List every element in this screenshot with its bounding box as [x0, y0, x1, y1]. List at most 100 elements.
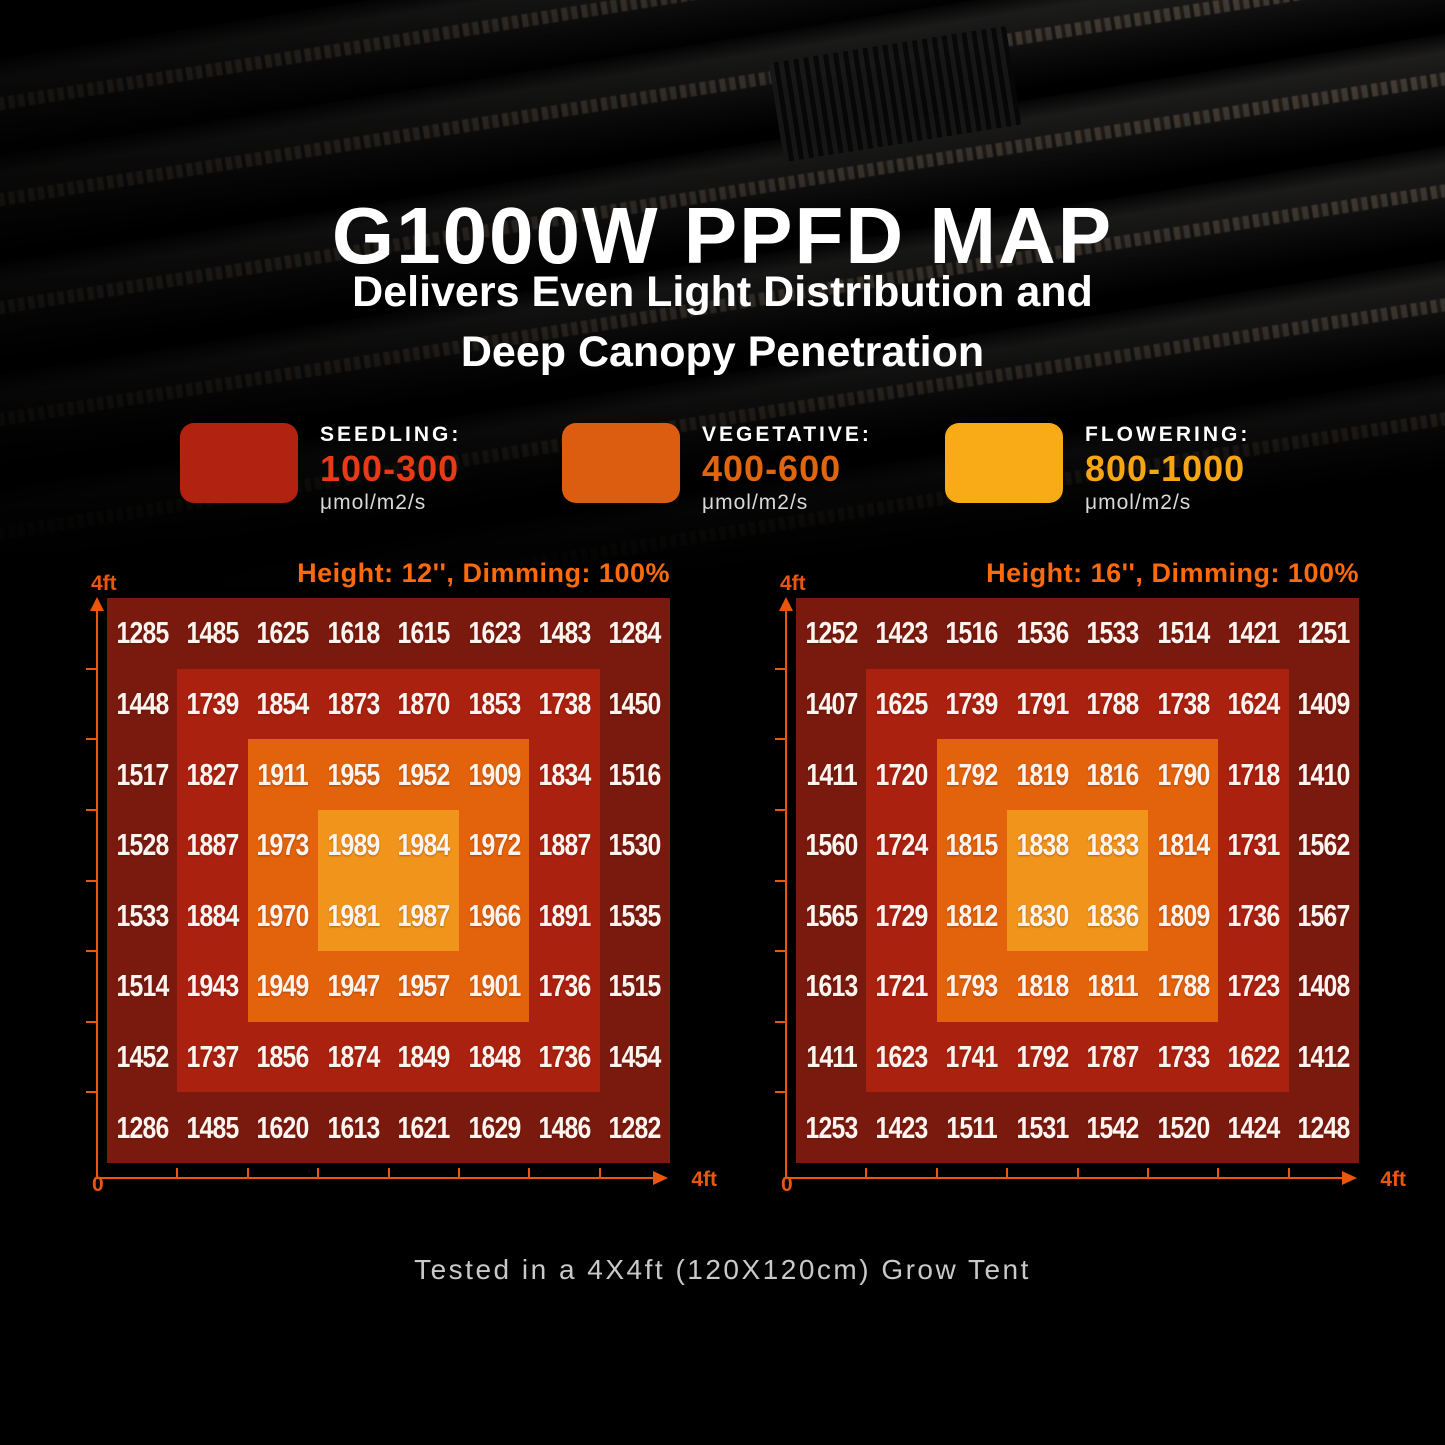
ppfd-cell: 1486	[529, 1092, 600, 1163]
y-axis-tick	[775, 950, 785, 953]
ppfd-cell: 1981	[318, 880, 389, 952]
ppfd-cell: 1943	[177, 951, 248, 1022]
ppfd-cell: 1911	[247, 739, 319, 810]
ppfd-cell: 1790	[1147, 739, 1219, 810]
ppfd-cell: 1613	[318, 1092, 389, 1163]
ppfd-cell: 1854	[247, 668, 319, 740]
x-axis-arrow-icon	[1342, 1171, 1357, 1185]
ppfd-cell: 1970	[247, 880, 319, 952]
ppfd-cell: 1848	[458, 1021, 530, 1093]
ppfd-cell: 1285	[107, 598, 178, 669]
y-axis-tick	[86, 1091, 96, 1094]
ppfd-cell: 1560	[796, 809, 867, 881]
ppfd-cell: 1407	[796, 668, 867, 740]
x-axis-origin-label: 0	[92, 1173, 104, 1196]
x-axis-max-label: 4ft	[1380, 1168, 1406, 1191]
x-axis-tick	[457, 1168, 460, 1177]
ppfd-cell: 1952	[388, 739, 459, 810]
x-axis-arrow-icon	[653, 1171, 668, 1185]
y-axis-max-label: 4ft	[91, 572, 117, 595]
ppfd-cell: 1424	[1218, 1092, 1289, 1163]
ppfd-cell: 1514	[1147, 598, 1219, 669]
y-axis-arrow-icon	[90, 597, 104, 611]
ppfd-cell: 1814	[1147, 809, 1219, 881]
x-axis-tick	[1076, 1168, 1079, 1177]
ppfd-cell: 1724	[866, 809, 937, 881]
seedling-color-swatch	[180, 423, 298, 503]
ppfd-cell: 1792	[936, 739, 1008, 810]
ppfd-cell: 1811	[1077, 951, 1148, 1022]
legend-range: 400-600	[702, 448, 842, 489]
ppfd-cell: 1741	[936, 1021, 1008, 1093]
ppfd-cell: 1818	[1007, 951, 1078, 1022]
ppfd-cell: 1721	[866, 951, 937, 1022]
y-axis-tick	[775, 879, 785, 882]
ppfd-cell: 1423	[866, 1092, 937, 1163]
ppfd-cell: 1720	[866, 739, 937, 810]
ppfd-cell: 1739	[936, 668, 1008, 740]
ppfd-cell: 1838	[1007, 809, 1078, 881]
ppfd-cell: 1410	[1288, 739, 1359, 810]
ppfd-cell: 1517	[107, 739, 178, 810]
ppfd-cell: 1248	[1288, 1092, 1359, 1163]
ppfd-cell: 1629	[458, 1092, 530, 1163]
y-axis-max-label: 4ft	[780, 572, 806, 595]
legend-range: 800-1000	[1085, 448, 1246, 489]
ppfd-cell: 1562	[1288, 809, 1359, 881]
ppfd-cell: 1533	[107, 880, 178, 952]
legend-text: FLOWERING: 800-1000 μmol/m2/s	[1085, 423, 1250, 515]
ppfd-cell: 1856	[247, 1021, 319, 1093]
ppfd-cell: 1901	[458, 951, 530, 1022]
ppfd-cell: 1788	[1147, 951, 1219, 1022]
flowering-color-swatch	[945, 423, 1063, 503]
ppfd-cell: 1282	[599, 1092, 670, 1163]
ppfd-cell: 1284	[599, 598, 670, 669]
ppfd-cell: 1853	[458, 668, 530, 740]
x-axis-tick	[598, 1168, 601, 1177]
page-subtitle: Delivers Even Light Distribution and Dee…	[0, 262, 1445, 382]
ppfd-cell: 1718	[1218, 739, 1289, 810]
ppfd-cell: 1815	[936, 809, 1008, 881]
background-fade	[0, 0, 1445, 640]
ppfd-cell: 1729	[866, 880, 937, 952]
ppfd-cell: 1450	[599, 668, 670, 740]
ppfd-cell: 1737	[177, 1021, 248, 1093]
y-axis-line	[96, 610, 98, 1179]
ppfd-cell: 1252	[796, 598, 867, 669]
ppfd-cell: 1738	[1147, 668, 1219, 740]
legend-item-flowering: FLOWERING: 800-1000 μmol/m2/s	[945, 423, 1250, 515]
ppfd-cell: 1987	[388, 880, 459, 952]
ppfd-cell: 1515	[599, 951, 670, 1022]
legend-text: SEEDLING: 100-300 μmol/m2/s	[320, 423, 461, 515]
ppfd-cell: 1809	[1147, 880, 1219, 952]
ppfd-cell: 1483	[529, 598, 600, 669]
x-axis-line	[96, 1177, 654, 1179]
ppfd-cell: 1565	[796, 880, 867, 952]
ppfd-cell: 1530	[599, 809, 670, 881]
y-axis-tick	[86, 879, 96, 882]
y-axis-arrow-icon	[779, 597, 793, 611]
chart-header-12in: Height: 12'', Dimming: 100%	[297, 558, 670, 588]
y-axis-tick	[775, 1020, 785, 1023]
x-axis-tick	[317, 1168, 320, 1177]
ppfd-heatmap-16in: Height: 16'', Dimming: 100% 4ft 0 4ft 12…	[775, 558, 1406, 1196]
chart-header-16in: Height: 16'', Dimming: 100%	[986, 558, 1359, 588]
ppfd-cell: 1516	[936, 598, 1008, 669]
ppfd-cell: 1909	[458, 739, 530, 810]
x-axis-tick	[387, 1168, 390, 1177]
ppfd-cell: 1827	[177, 739, 248, 810]
x-axis-tick	[1217, 1168, 1220, 1177]
ppfd-cell: 1873	[318, 668, 389, 740]
ppfd-cell: 1788	[1077, 668, 1148, 740]
ppfd-heatmap-12in: Height: 12'', Dimming: 100% 4ft 0 4ft 12…	[86, 558, 717, 1196]
ppfd-cell: 1615	[388, 598, 459, 669]
legend-label: VEGETATIVE:	[702, 423, 872, 446]
y-axis-line	[785, 610, 787, 1179]
legend-label: FLOWERING:	[1085, 423, 1251, 446]
ppfd-cell: 1819	[1007, 739, 1078, 810]
led-bars-photo	[0, 0, 1445, 640]
x-axis-line	[785, 1177, 1343, 1179]
ppfd-cell: 1834	[529, 739, 600, 810]
ppfd-cell: 1448	[107, 668, 178, 740]
ppfd-cell: 1411	[796, 739, 867, 810]
